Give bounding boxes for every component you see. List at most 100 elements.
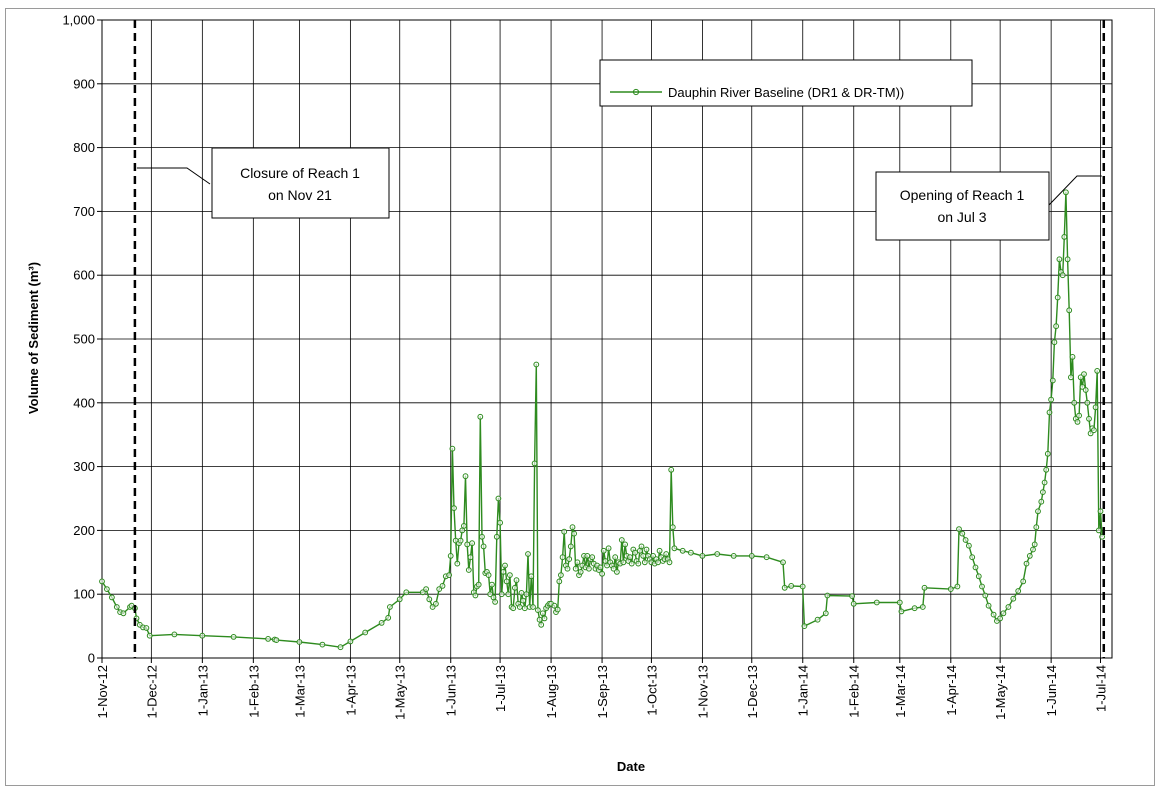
- data-point: [500, 569, 507, 575]
- data-point: [663, 551, 670, 557]
- x-tick-label: 1-May-13: [393, 665, 408, 720]
- data-point: [451, 505, 457, 512]
- x-axis-title: Date: [617, 759, 645, 774]
- data-point: [997, 615, 1003, 622]
- data-point: [347, 638, 354, 645]
- data-point: [1031, 541, 1038, 548]
- chart-area: [5, 8, 1155, 786]
- data-point: [477, 413, 484, 420]
- data-point: [1041, 479, 1048, 486]
- data-point: [671, 545, 678, 552]
- data-point: [378, 620, 385, 626]
- data-point: [337, 644, 344, 651]
- x-tick-label: 1-Jan-14: [796, 665, 811, 716]
- data-point: [979, 583, 985, 590]
- data-point: [419, 589, 426, 596]
- x-tick-label: 1-Feb-13: [246, 665, 261, 718]
- data-point: [814, 616, 821, 623]
- data-point: [104, 586, 110, 592]
- data-point: [600, 547, 607, 554]
- x-tick-label: 1-Jul-13: [493, 665, 508, 712]
- data-point: [469, 540, 476, 547]
- data-point: [533, 361, 540, 368]
- data-point: [1056, 256, 1063, 263]
- data-point: [1035, 508, 1041, 515]
- data-point: [599, 570, 605, 577]
- data-point: [461, 523, 467, 529]
- data-point: [959, 530, 966, 537]
- x-tick-label: 1-Sep-13: [595, 665, 610, 718]
- closure-callout-line1: Closure of Reach 1: [240, 165, 360, 181]
- x-tick-label: 1-Mar-14: [893, 665, 908, 718]
- closure-callout-box: [211, 147, 390, 219]
- data-point: [1043, 466, 1050, 473]
- data-point: [614, 569, 620, 575]
- data-point: [1094, 368, 1101, 374]
- data-point: [446, 572, 453, 578]
- data-point: [551, 602, 558, 609]
- data-point: [699, 553, 706, 559]
- data-point: [472, 592, 479, 599]
- data-point: [620, 559, 627, 566]
- closure-callout-line2: on Nov 21: [268, 187, 332, 203]
- data-point: [632, 549, 638, 556]
- data-point: [146, 632, 153, 639]
- data-point: [403, 589, 410, 596]
- data-point: [1071, 399, 1078, 406]
- data-point: [273, 637, 280, 643]
- data-point: [850, 600, 857, 607]
- data-point: [510, 605, 517, 612]
- data-point: [612, 554, 619, 561]
- x-tick-label: 1-May-14: [993, 665, 1008, 720]
- data-point: [567, 543, 574, 550]
- data-point: [610, 565, 617, 572]
- data-point: [1068, 374, 1074, 381]
- data-point: [919, 604, 926, 610]
- data-point: [1015, 588, 1022, 594]
- data-point: [1069, 354, 1076, 360]
- data-point: [1005, 604, 1012, 610]
- data-point: [1066, 307, 1073, 314]
- data-point: [1010, 595, 1017, 602]
- data-point: [1084, 399, 1091, 406]
- annotation-layer: Closure of Reach 1 on Nov 21 Opening of Re…: [133, 20, 1106, 658]
- data-point: [479, 533, 485, 540]
- data-point: [447, 553, 454, 559]
- data-point: [763, 554, 770, 561]
- data-point: [487, 591, 494, 598]
- data-point: [781, 584, 788, 591]
- data-point: [982, 592, 989, 599]
- x-tick-label: 1-Nov-12: [95, 665, 110, 718]
- data-point: [947, 586, 954, 592]
- data-point: [627, 554, 633, 561]
- data-point: [558, 572, 564, 578]
- x-tick-label: 1-Jan-13: [195, 665, 210, 716]
- data-point: [911, 605, 918, 612]
- data-point: [730, 553, 737, 559]
- data-point: [467, 554, 474, 561]
- data-point: [513, 577, 520, 584]
- legend-label: Dauphin River Baseline (DR1 & DR-TM)): [668, 85, 904, 100]
- data-point: [640, 553, 647, 559]
- y-tick-label: 900: [73, 76, 95, 91]
- data-point: [1092, 404, 1099, 411]
- data-point: [538, 621, 545, 628]
- data-point: [1046, 409, 1053, 416]
- data-point: [319, 641, 326, 648]
- data-point: [480, 543, 487, 550]
- data-point: [896, 599, 903, 606]
- data-point: [505, 591, 512, 598]
- data-point: [1030, 546, 1036, 553]
- legend-marker: [632, 88, 640, 96]
- y-tick-label: 300: [73, 459, 95, 474]
- data-point: [638, 543, 645, 550]
- data-point: [426, 596, 433, 603]
- data-point: [521, 605, 528, 612]
- data-point: [462, 473, 469, 480]
- data-point: [457, 537, 464, 544]
- x-tick-label: 1-Nov-13: [695, 665, 710, 718]
- data-point: [969, 554, 976, 561]
- data-point: [439, 583, 446, 589]
- data-point: [554, 606, 561, 613]
